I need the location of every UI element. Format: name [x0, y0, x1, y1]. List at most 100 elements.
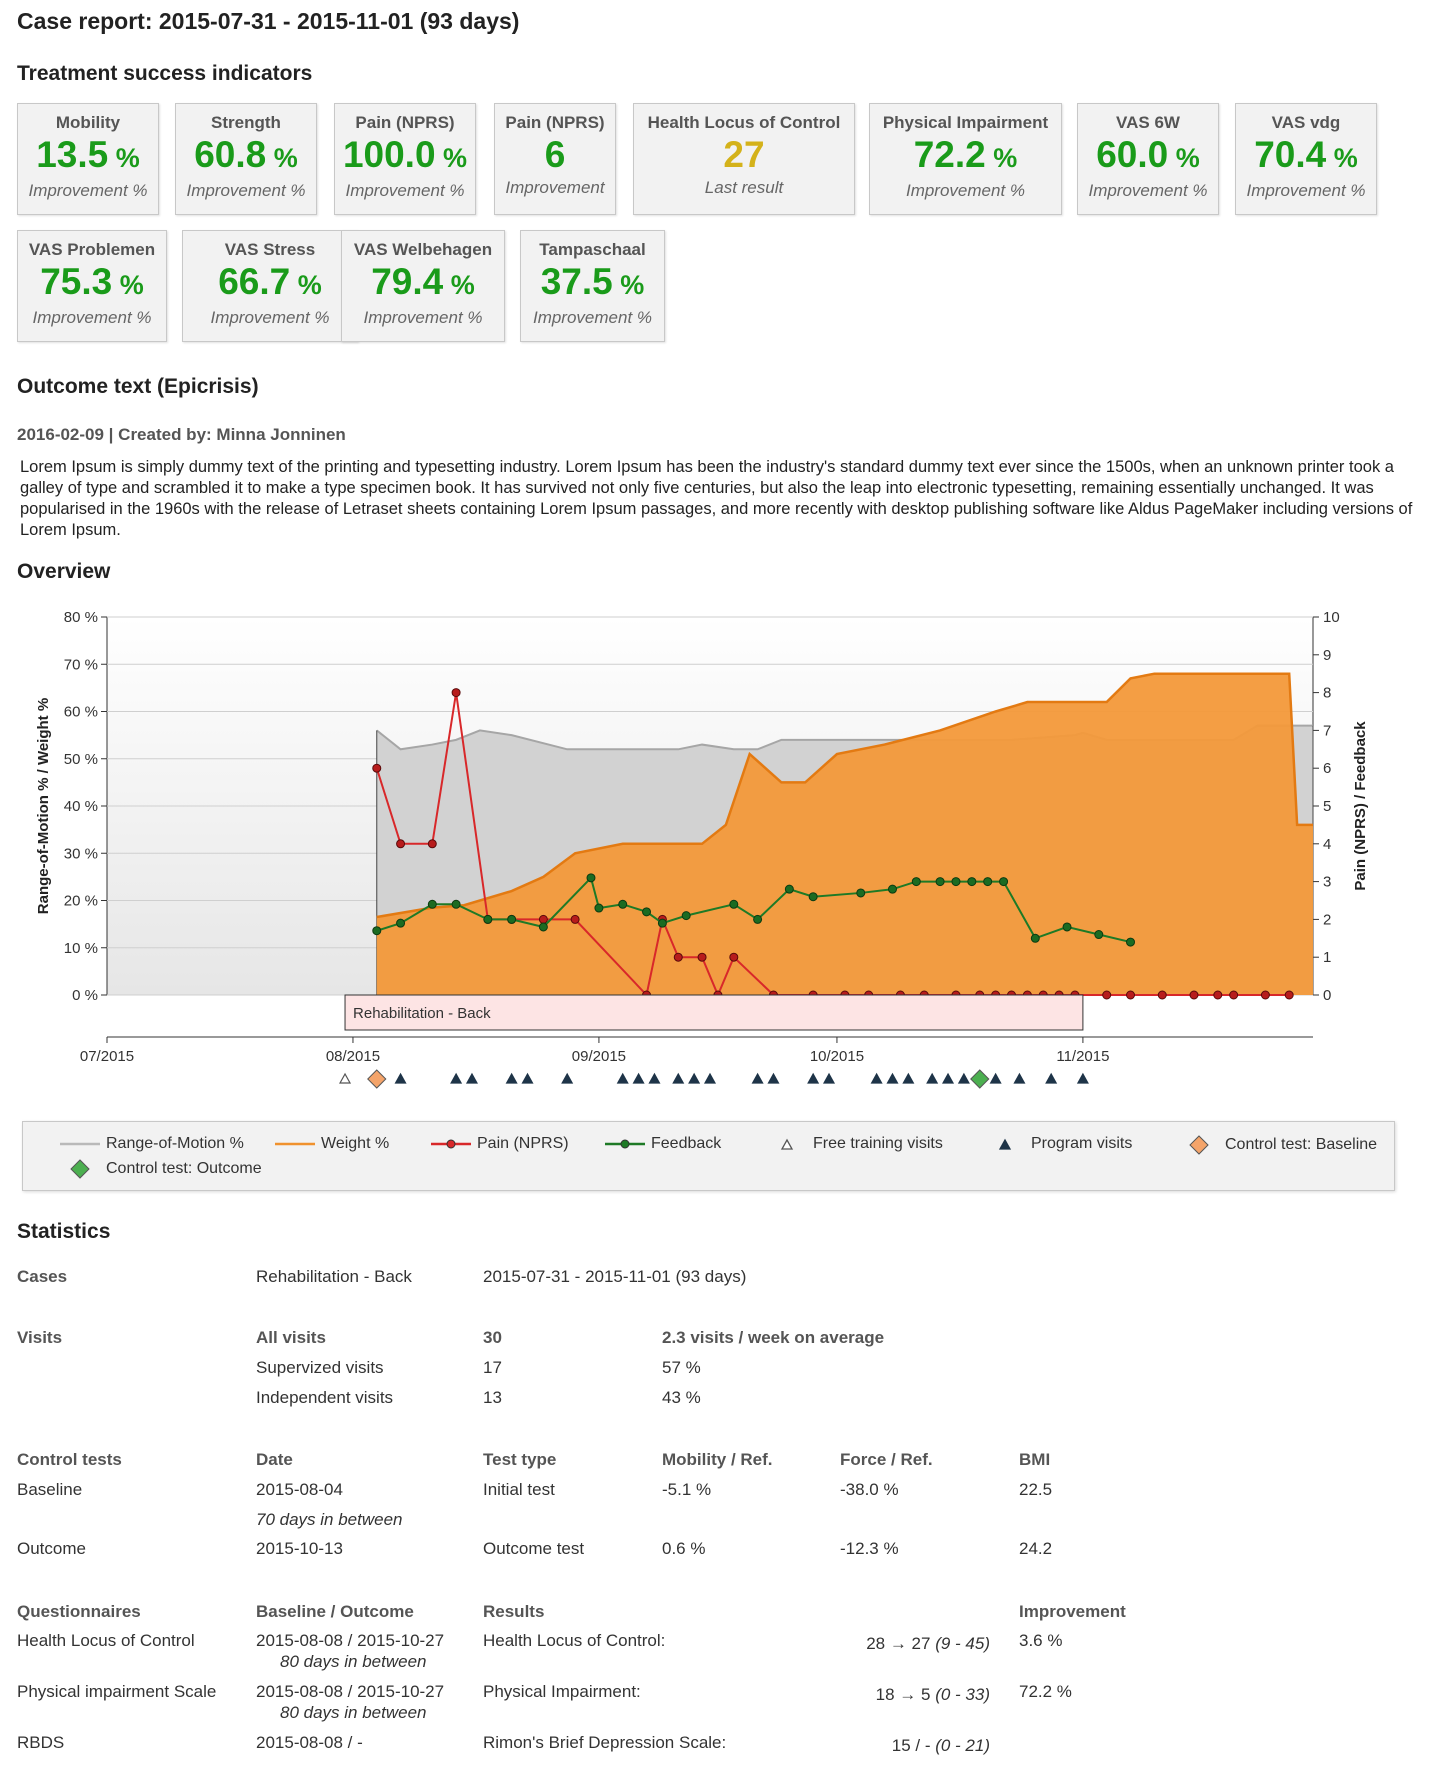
indicator-number: 37.5	[540, 261, 613, 302]
control-tests-header: Date	[256, 1450, 293, 1469]
program-visit-marker	[616, 1072, 629, 1084]
feedback-point	[856, 888, 866, 898]
questionnaire-scores: 28 → 27 (9 - 45)	[760, 1634, 990, 1654]
pain-point	[1260, 990, 1270, 1000]
indicator-box: Mobility 13.5 % Improvement %	[17, 103, 159, 215]
questionnaire-scores: 15 / - (0 - 21)	[760, 1736, 990, 1756]
pain-point	[697, 952, 707, 962]
feedback-point	[1030, 933, 1040, 943]
indicator-unit: %	[1168, 143, 1200, 173]
indicator-box: Physical Impairment 72.2 % Improvement %	[869, 103, 1062, 215]
program-visit-marker	[521, 1072, 534, 1084]
visit-type: All visits	[256, 1328, 326, 1347]
control-baseline-marker	[367, 1069, 387, 1089]
pain-point	[451, 688, 461, 698]
questionnaires-header: Questionnaires	[17, 1602, 141, 1621]
feedback-point	[483, 914, 493, 924]
page-title: Case report: 2015-07-31 - 2015-11-01 (93…	[17, 8, 520, 34]
control-outcome-cell: 24.2	[1019, 1539, 1053, 1558]
visit-count: 30	[483, 1328, 502, 1347]
questionnaires-header: Baseline / Outcome	[256, 1602, 414, 1621]
questionnaire-name: Health Locus of Control	[17, 1631, 195, 1650]
questionnaire-score-range: (0 - 33)	[935, 1685, 990, 1704]
indicator-unit: %	[112, 270, 144, 300]
indicator-name: Mobility	[55, 113, 121, 132]
pain-point	[1189, 990, 1199, 1000]
control-baseline-cell: -38.0 %	[840, 1480, 899, 1499]
program-visit-marker	[505, 1072, 518, 1084]
program-visit-marker	[1013, 1072, 1026, 1084]
legend-item: Pain (NPRS)	[431, 1135, 569, 1153]
indicator-value: 27	[634, 135, 854, 175]
indicator-name: VAS 6W	[1116, 113, 1180, 132]
program-visit-marker	[989, 1072, 1002, 1084]
outcome-text: Lorem Ipsum is simply dummy text of the …	[20, 458, 1413, 539]
pain-point	[1229, 990, 1239, 1000]
control-tests-header: Mobility / Ref.	[662, 1450, 773, 1469]
questionnaire-score-values: 15 / -	[891, 1736, 936, 1755]
feedback-point	[642, 907, 652, 917]
indicator-box: Strength 60.8 % Improvement %	[175, 103, 317, 215]
questionnaire-dates: 2015-08-08 / 2015-10-27	[256, 1682, 445, 1701]
control-baseline-cell: -5.1 %	[662, 1480, 712, 1499]
program-visit-marker	[886, 1072, 899, 1084]
indicator-name: Strength	[211, 113, 281, 132]
indicator-box: Health Locus of Control 27 Last result	[633, 103, 855, 215]
questionnaire-result: Health Locus of Control:	[483, 1631, 666, 1650]
feedback-point	[983, 877, 993, 887]
case-band-label: Rehabilitation - Back	[353, 1005, 491, 1022]
control-tests-header: Control tests	[17, 1450, 122, 1469]
feedback-point	[657, 918, 667, 928]
control-tests-header: Force / Ref.	[840, 1450, 933, 1469]
program-visit-marker	[648, 1072, 661, 1084]
control-outcome-cell: Outcome	[17, 1539, 86, 1558]
indicator-box: VAS Stress 66.7 % Improvement %	[182, 230, 358, 342]
overview-heading: Overview	[17, 560, 111, 583]
free-training-visit-marker	[339, 1072, 352, 1084]
questionnaire-score-range: (0 - 21)	[935, 1736, 990, 1755]
control-outcome-cell: -12.3 %	[840, 1539, 899, 1558]
indicator-number: 27	[723, 134, 765, 175]
indicator-value: 6	[495, 135, 615, 175]
program-visit-marker	[767, 1072, 780, 1084]
y-right-tick-label: 2	[1323, 911, 1331, 928]
control-baseline-cell: Initial test	[483, 1480, 555, 1499]
program-visit-marker	[688, 1072, 701, 1084]
legend-item: Feedback	[605, 1135, 721, 1153]
legend-label: Control test: Outcome	[106, 1160, 262, 1178]
indicator-number: 79.4	[371, 261, 444, 302]
indicator-number: 100.0	[342, 134, 436, 175]
feedback-point	[935, 877, 945, 887]
indicator-unit: %	[435, 143, 468, 173]
feedback-point	[681, 911, 691, 921]
control-baseline-cell: Baseline	[17, 1480, 83, 1499]
control-baseline-cell: 22.5	[1019, 1480, 1053, 1499]
visit-count: 17	[483, 1358, 502, 1377]
x-tick-label: 09/2015	[572, 1048, 626, 1065]
legend-label: Free training visits	[813, 1135, 943, 1152]
feedback-point	[753, 914, 763, 924]
indicator-box: VAS 6W 60.0 % Improvement %	[1077, 103, 1219, 215]
indicator-number: 75.3	[40, 261, 113, 302]
y-right-tick-label: 8	[1323, 685, 1331, 702]
y-right-tick-label: 4	[1323, 836, 1331, 853]
indicator-box: VAS Problemen 75.3 % Improvement %	[17, 230, 167, 342]
y-left-tick-label: 0 %	[72, 987, 98, 1004]
y-right-tick-label: 7	[1323, 722, 1331, 739]
y-right-tick-label: 9	[1323, 647, 1331, 664]
legend-symbol-icon	[275, 1142, 315, 1146]
x-tick-label: 08/2015	[326, 1048, 380, 1065]
indicator-value: 60.0 %	[1078, 135, 1218, 178]
indicator-number: 70.4	[1254, 134, 1327, 175]
legend-label: Control test: Baseline	[1225, 1136, 1378, 1154]
questionnaire-score-values: 18 → 5	[875, 1685, 936, 1704]
outcome-meta: 2016-02-09 | Created by: Minna Jonninen	[17, 425, 346, 444]
questionnaire-improvement: 3.6 %	[1019, 1631, 1063, 1650]
legend-symbol-icon	[605, 1139, 645, 1149]
program-visit-marker	[703, 1072, 717, 1084]
legend-label: Range-of-Motion %	[106, 1135, 244, 1152]
y-right-tick-label: 6	[1323, 760, 1331, 777]
indicator-value: 13.5 %	[18, 135, 158, 178]
visit-type: Supervized visits	[256, 1358, 384, 1377]
indicator-value: 60.8 %	[176, 135, 316, 178]
